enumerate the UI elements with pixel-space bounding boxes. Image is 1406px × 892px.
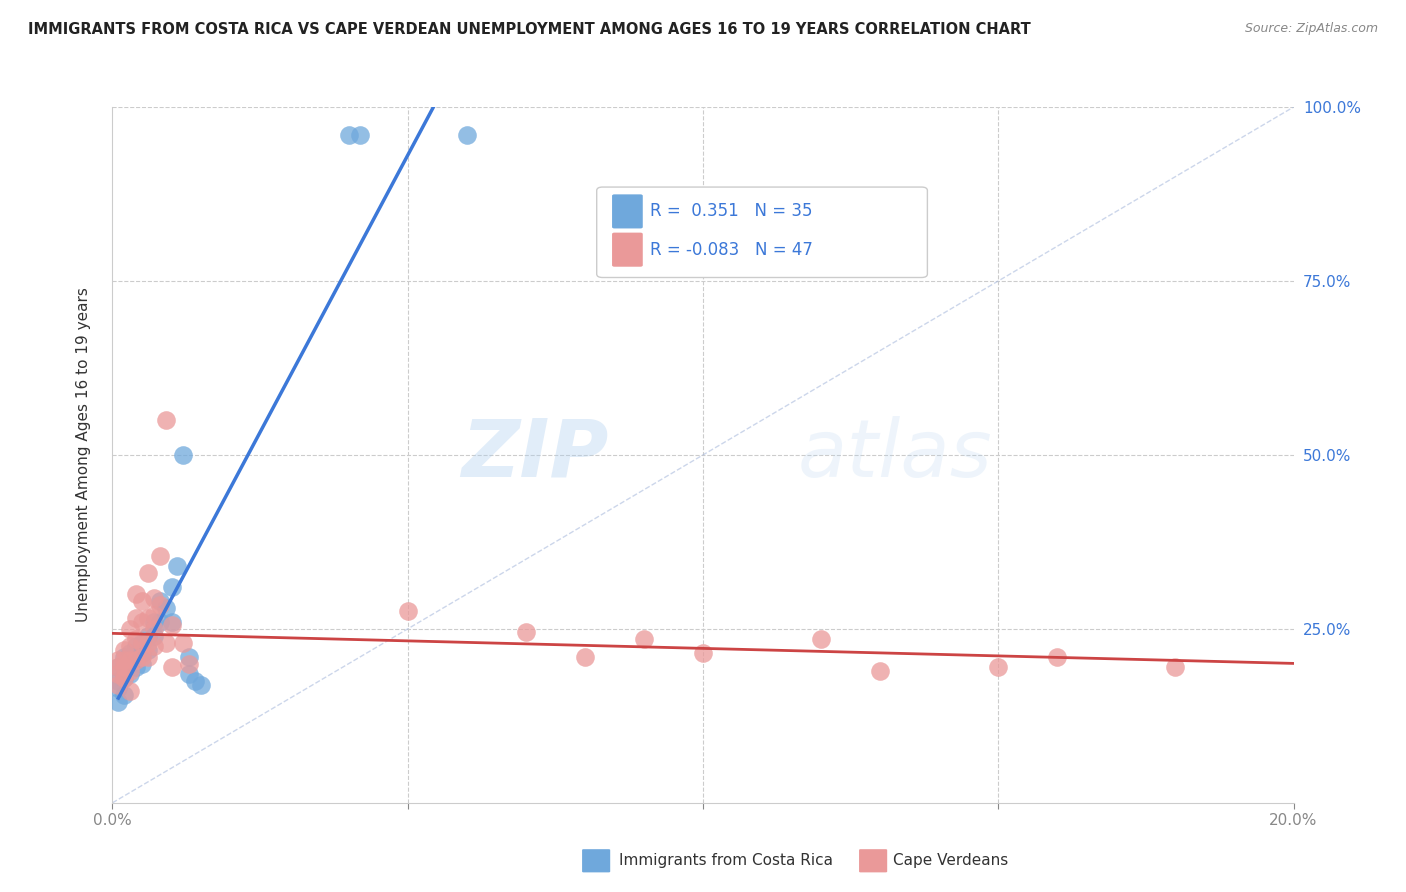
Point xyxy=(125,653,148,667)
Point xyxy=(125,639,148,653)
Point xyxy=(349,128,371,142)
Point xyxy=(112,642,135,657)
Point xyxy=(142,639,165,653)
Point xyxy=(179,649,201,664)
Point xyxy=(136,611,159,625)
Point xyxy=(125,632,148,647)
Point xyxy=(810,632,832,647)
Point xyxy=(987,660,1010,674)
Point xyxy=(160,615,183,629)
Point xyxy=(692,646,714,660)
Point xyxy=(131,615,153,629)
Point xyxy=(155,636,177,650)
Point xyxy=(136,649,159,664)
Point xyxy=(107,660,129,674)
FancyBboxPatch shape xyxy=(612,233,643,267)
Point xyxy=(120,639,142,653)
Point xyxy=(149,598,172,612)
Point xyxy=(136,636,159,650)
Point xyxy=(396,605,419,619)
Point xyxy=(142,591,165,605)
Point xyxy=(107,674,129,689)
Point xyxy=(160,660,183,674)
Point xyxy=(136,629,159,643)
Point xyxy=(120,684,142,698)
Point xyxy=(142,607,165,622)
Point xyxy=(131,636,153,650)
Text: Cape Verdeans: Cape Verdeans xyxy=(893,854,1008,868)
Point xyxy=(125,587,148,601)
Point xyxy=(125,660,148,674)
Point xyxy=(120,664,142,678)
FancyBboxPatch shape xyxy=(612,194,643,228)
Point xyxy=(155,413,177,427)
Point xyxy=(136,642,159,657)
Point xyxy=(131,636,153,650)
Text: R = -0.083   N = 47: R = -0.083 N = 47 xyxy=(650,241,813,259)
Point xyxy=(120,657,142,671)
Text: IMMIGRANTS FROM COSTA RICA VS CAPE VERDEAN UNEMPLOYMENT AMONG AGES 16 TO 19 YEAR: IMMIGRANTS FROM COSTA RICA VS CAPE VERDE… xyxy=(28,22,1031,37)
Point xyxy=(184,674,207,689)
Point xyxy=(107,695,129,709)
Text: atlas: atlas xyxy=(797,416,993,494)
Point xyxy=(142,622,165,636)
Point xyxy=(131,646,153,660)
Point xyxy=(120,667,142,681)
Point xyxy=(131,649,153,664)
Point xyxy=(120,653,142,667)
Point xyxy=(1046,649,1069,664)
Point xyxy=(125,611,148,625)
Point xyxy=(190,677,212,691)
Point xyxy=(179,667,201,681)
Point xyxy=(107,660,129,674)
Point xyxy=(107,653,129,667)
Point xyxy=(131,657,153,671)
Point xyxy=(1164,660,1187,674)
Point xyxy=(112,671,135,685)
Point xyxy=(142,629,165,643)
Point xyxy=(120,646,142,660)
Point xyxy=(179,657,201,671)
Point xyxy=(149,549,172,563)
Text: Source: ZipAtlas.com: Source: ZipAtlas.com xyxy=(1244,22,1378,36)
Text: Immigrants from Costa Rica: Immigrants from Costa Rica xyxy=(619,854,832,868)
Point xyxy=(155,601,177,615)
Point xyxy=(515,625,537,640)
Text: R =  0.351   N = 35: R = 0.351 N = 35 xyxy=(650,202,813,220)
Point xyxy=(633,632,655,647)
Point xyxy=(112,660,135,674)
Point xyxy=(160,618,183,632)
Point xyxy=(160,580,183,594)
Point xyxy=(142,615,165,629)
Point xyxy=(149,615,172,629)
Point xyxy=(107,681,129,695)
Point xyxy=(107,677,129,691)
Point xyxy=(869,664,891,678)
Point xyxy=(107,667,129,681)
Point xyxy=(172,636,194,650)
Point xyxy=(112,688,135,702)
Point xyxy=(136,566,159,581)
Point xyxy=(131,594,153,608)
Point xyxy=(337,128,360,142)
Y-axis label: Unemployment Among Ages 16 to 19 years: Unemployment Among Ages 16 to 19 years xyxy=(76,287,91,623)
Point xyxy=(574,649,596,664)
Point xyxy=(166,559,188,574)
FancyBboxPatch shape xyxy=(596,187,928,277)
Point xyxy=(149,594,172,608)
Point xyxy=(125,653,148,667)
Point xyxy=(120,622,142,636)
Point xyxy=(112,671,135,685)
Text: ZIP: ZIP xyxy=(461,416,609,494)
Point xyxy=(112,653,135,667)
Point xyxy=(112,649,135,664)
Point xyxy=(172,448,194,462)
Point xyxy=(456,128,478,142)
Point xyxy=(112,660,135,674)
